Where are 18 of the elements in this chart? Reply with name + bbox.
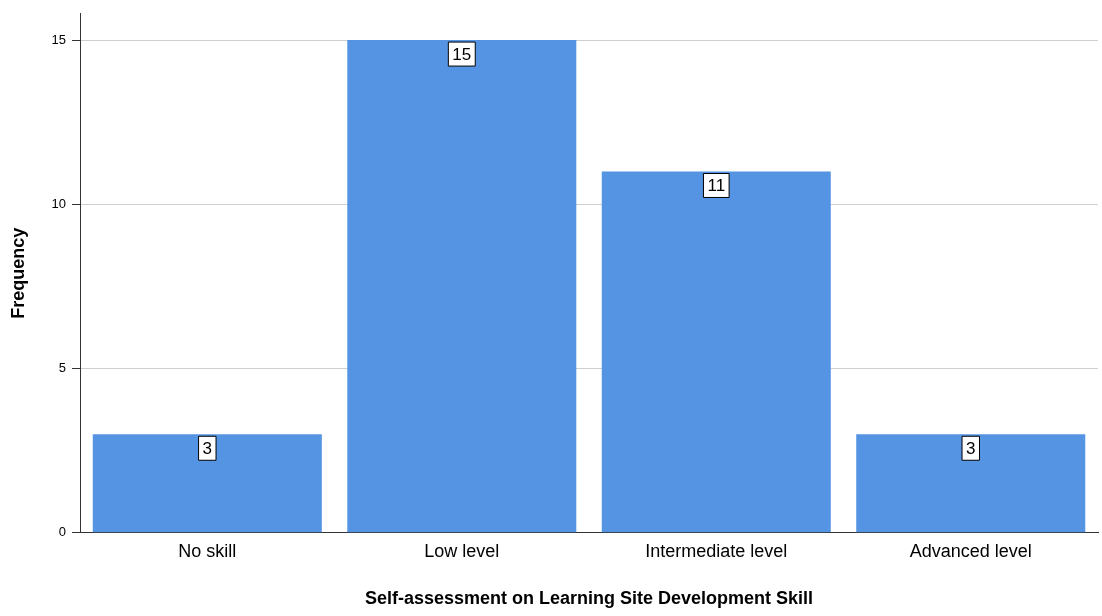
x-axis-title: Self-assessment on Learning Site Development Skill [364,588,814,609]
data-label: 3 [966,438,976,458]
data-label: 15 [452,44,472,64]
bar [601,171,831,533]
x-tick-label: Advanced level [909,540,1032,561]
y-tick-label: 15 [51,31,67,47]
y-tick-label: 10 [51,195,67,211]
data-label: 3 [202,438,213,458]
x-tick-label: No skill [178,540,237,561]
data-label: 11 [707,176,726,196]
y-axis-title: Frequency [7,227,28,319]
y-tick-label: 5 [58,360,67,376]
bar [856,434,1086,533]
x-tick-label: Low level [424,540,500,561]
bar [347,40,577,533]
y-tick-label: 0 [58,524,67,540]
x-tick-label: Intermediate level [645,540,788,561]
bar [92,434,322,533]
